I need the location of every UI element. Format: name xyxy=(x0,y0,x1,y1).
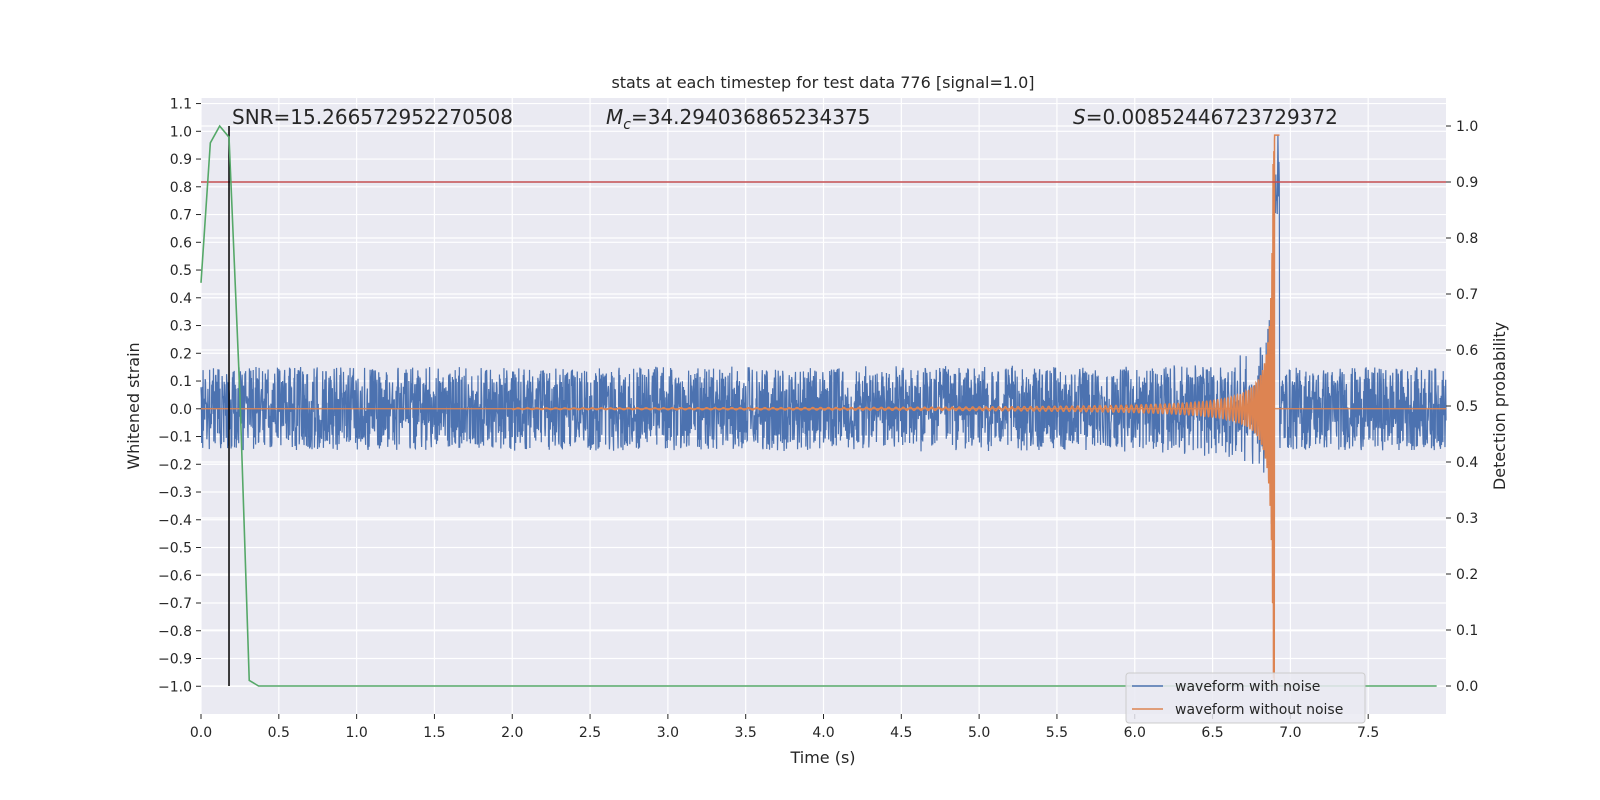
y2-tick-label: 0.3 xyxy=(1456,511,1478,527)
chirp-mass-subscript: c xyxy=(623,117,631,133)
y-tick-label: 0.7 xyxy=(170,208,192,224)
legend-box xyxy=(1125,672,1366,724)
y-tick-label: 1.0 xyxy=(170,124,192,140)
y-tick-label: −0.6 xyxy=(158,568,192,584)
y-tick-label: 1.1 xyxy=(170,97,192,113)
waveform-without-noise-line xyxy=(512,134,1280,687)
chart-title: stats at each timestep for test data 776… xyxy=(611,73,1034,92)
y2-tick-label: 0.9 xyxy=(1456,175,1478,191)
x-tick-label: 3.5 xyxy=(735,725,757,741)
x-tick-label: 2.0 xyxy=(501,725,523,741)
s-annotation: S=0.00852446723729372 xyxy=(1073,105,1338,129)
x-axis-label: Time (s) xyxy=(789,748,855,767)
y-tick-label: 0.5 xyxy=(170,263,192,279)
y2-axis-label: Detection probability xyxy=(1490,322,1509,490)
legend: waveform with noise waveform without noi… xyxy=(1125,672,1366,724)
tick-labels: 0.0 0.5 1.0 1.5 2.0 2.5 3.0 3.5 4.0 4.5 5.0 5.5 6.0 6… xyxy=(158,97,1478,741)
y2-tick-label: 0.4 xyxy=(1456,455,1478,471)
detection-probability-line xyxy=(200,124,1437,687)
s-value: =0.00852446723729372 xyxy=(1086,105,1338,129)
x-tick-label: 6.0 xyxy=(1124,725,1146,741)
legend-label-noise: waveform with noise xyxy=(1175,679,1320,695)
y-tick-label: 0.0 xyxy=(170,402,192,418)
chirp-mass-symbol: M xyxy=(606,105,623,129)
y-tick-label: 0.2 xyxy=(170,346,192,362)
y-tick-label: −0.5 xyxy=(158,541,192,557)
y-tick-label: 0.3 xyxy=(170,319,192,335)
x-tick-label: 6.5 xyxy=(1201,725,1223,741)
x-tick-label: 0.5 xyxy=(268,725,290,741)
s-symbol: S xyxy=(1073,105,1086,129)
y2-tick-label: 0.2 xyxy=(1456,567,1478,583)
y-tick-label: 0.8 xyxy=(170,180,192,196)
series-layer xyxy=(200,124,1447,687)
y2-tick-label: 0.8 xyxy=(1456,231,1478,247)
x-tick-label: 2.5 xyxy=(579,725,601,741)
y-tick-label: −0.9 xyxy=(158,652,192,668)
y-axis-label: Whitened strain xyxy=(124,342,143,469)
y2-tick-label: 0.6 xyxy=(1456,343,1478,359)
x-tick-label: 7.5 xyxy=(1357,725,1379,741)
x-tick-label: 5.5 xyxy=(1046,725,1068,741)
y2-tick-label: 0.7 xyxy=(1456,287,1478,303)
y-tick-label: 0.1 xyxy=(170,374,192,390)
y2-tick-label: 0.5 xyxy=(1456,399,1478,415)
snr-annotation: SNR=15.266572952270508 xyxy=(232,105,513,129)
x-tick-label: 0.0 xyxy=(190,725,212,741)
x-tick-label: 4.5 xyxy=(890,725,912,741)
y-tick-label: −0.1 xyxy=(158,430,192,446)
legend-label-clean: waveform without noise xyxy=(1175,702,1343,718)
x-tick-label: 4.0 xyxy=(812,725,834,741)
x-tick-label: 5.0 xyxy=(968,725,990,741)
y-tick-label: 0.9 xyxy=(170,152,192,168)
y2-tick-label: 0.0 xyxy=(1456,679,1478,695)
x-tick-label: 1.0 xyxy=(345,725,367,741)
y-tick-label: −0.2 xyxy=(158,457,192,473)
y-tick-label: −0.3 xyxy=(158,485,192,501)
chirp-mass-annotation: Mc=34.294036865234375 xyxy=(606,105,870,133)
x-tick-label: 7.0 xyxy=(1279,725,1301,741)
x-tick-label: 3.0 xyxy=(657,725,679,741)
y-tick-label: −0.8 xyxy=(158,624,192,640)
chirp-mass-value: =34.294036865234375 xyxy=(631,105,870,129)
y2-tick-label: 1.0 xyxy=(1456,119,1478,135)
y-tick-label: −1.0 xyxy=(158,679,192,695)
x-tick-label: 1.5 xyxy=(423,725,445,741)
y-tick-label: 0.4 xyxy=(170,291,192,307)
y-tick-label: −0.4 xyxy=(158,513,192,529)
y-tick-label: 0.6 xyxy=(170,235,192,251)
y2-tick-label: 0.1 xyxy=(1456,623,1478,639)
y-tick-label: −0.7 xyxy=(158,596,192,612)
